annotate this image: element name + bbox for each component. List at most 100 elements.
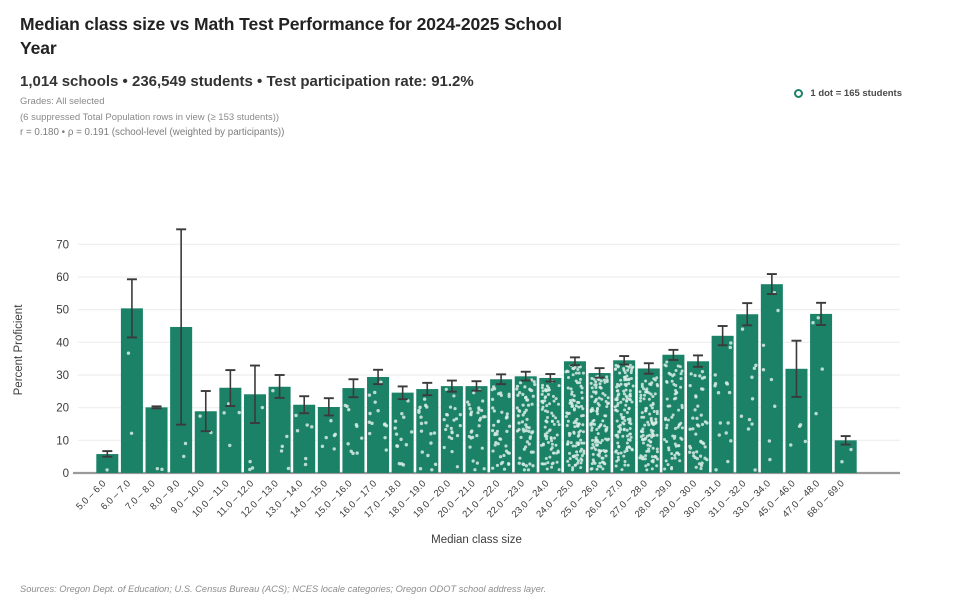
- student-dot: [368, 431, 372, 436]
- student-dot: [605, 425, 609, 429]
- student-dot: [540, 407, 544, 411]
- bar[interactable]: [317, 407, 340, 473]
- bar[interactable]: [613, 360, 636, 473]
- student-dot: [582, 441, 586, 445]
- student-dot: [597, 375, 601, 379]
- bar[interactable]: [145, 407, 168, 473]
- student-dot: [574, 404, 578, 408]
- student-dot: [521, 403, 525, 407]
- bar[interactable]: [96, 454, 119, 473]
- bar[interactable]: [367, 376, 390, 473]
- student-dot: [615, 389, 619, 393]
- student-dot: [550, 442, 554, 446]
- student-dot: [596, 453, 600, 457]
- student-dot: [621, 417, 625, 421]
- student-dot: [820, 367, 824, 371]
- student-dot: [604, 399, 608, 403]
- student-dot: [653, 454, 657, 458]
- student-dot: [670, 467, 674, 471]
- student-dot: [773, 404, 777, 408]
- student-dot: [655, 464, 659, 468]
- student-dot: [654, 417, 658, 421]
- student-dot: [671, 413, 675, 417]
- bar[interactable]: [170, 326, 193, 473]
- student-dot: [644, 436, 648, 440]
- bar[interactable]: [588, 373, 611, 473]
- student-dot: [750, 422, 754, 426]
- student-dot: [840, 459, 844, 464]
- bar[interactable]: [391, 392, 414, 473]
- student-dot: [394, 432, 399, 436]
- student-dot: [750, 397, 755, 401]
- student-dot: [617, 445, 621, 449]
- student-dot: [643, 457, 647, 461]
- student-dot: [469, 410, 474, 414]
- student-dot: [228, 443, 232, 448]
- bar[interactable]: [785, 368, 808, 473]
- student-dot: [573, 425, 577, 429]
- student-dot: [616, 402, 620, 406]
- student-dot: [332, 433, 337, 438]
- student-dot: [573, 365, 577, 369]
- student-dot: [470, 429, 474, 433]
- bar[interactable]: [810, 313, 833, 473]
- student-dot: [607, 401, 611, 405]
- student-dot: [395, 444, 399, 448]
- student-dot: [769, 377, 774, 382]
- bar[interactable]: [416, 389, 439, 473]
- student-dot: [571, 366, 575, 370]
- student-dot: [654, 421, 658, 425]
- student-dot: [624, 377, 628, 381]
- student-dot: [552, 451, 556, 455]
- bar[interactable]: [194, 411, 217, 473]
- grades-filter-line: Grades: All selected: [20, 96, 105, 107]
- bar[interactable]: [736, 314, 759, 473]
- bar[interactable]: [637, 368, 660, 473]
- student-dot: [647, 391, 651, 395]
- student-dot: [550, 419, 554, 423]
- student-dot: [699, 439, 703, 443]
- bar[interactable]: [711, 335, 734, 473]
- student-dot: [589, 409, 593, 413]
- bar[interactable]: [120, 308, 143, 473]
- student-dot: [155, 466, 160, 471]
- bar[interactable]: [687, 361, 710, 473]
- student-dot: [600, 460, 604, 464]
- bar[interactable]: [268, 386, 291, 473]
- bar[interactable]: [760, 284, 783, 473]
- bar[interactable]: [219, 387, 242, 473]
- student-dot: [540, 462, 544, 466]
- student-dot: [551, 461, 555, 465]
- student-dot: [615, 398, 619, 402]
- student-dot: [638, 390, 642, 394]
- bar[interactable]: [342, 388, 365, 473]
- bar[interactable]: [465, 386, 488, 473]
- bar[interactable]: [514, 376, 537, 473]
- bar[interactable]: [834, 440, 857, 473]
- student-dot: [651, 423, 655, 427]
- student-dot: [549, 436, 553, 440]
- student-dot: [555, 433, 559, 437]
- student-dot: [483, 415, 487, 419]
- student-dot: [592, 418, 596, 422]
- student-dot: [452, 394, 456, 398]
- bar[interactable]: [662, 354, 685, 473]
- student-dot: [725, 382, 730, 386]
- student-dot: [575, 381, 579, 385]
- student-dot: [647, 449, 651, 453]
- bar[interactable]: [539, 377, 562, 473]
- bar[interactable]: [563, 361, 586, 473]
- student-dot: [752, 366, 757, 370]
- student-dot: [531, 450, 535, 454]
- bar[interactable]: [440, 386, 463, 473]
- bar[interactable]: [243, 394, 266, 473]
- student-dot: [597, 396, 601, 400]
- bar[interactable]: [293, 404, 316, 473]
- bar[interactable]: [490, 379, 513, 473]
- student-dot: [549, 436, 553, 440]
- student-dot: [578, 381, 582, 385]
- student-dot: [541, 405, 545, 409]
- bars-group: [96, 284, 857, 473]
- student-dot: [598, 449, 602, 453]
- student-dot: [668, 404, 672, 408]
